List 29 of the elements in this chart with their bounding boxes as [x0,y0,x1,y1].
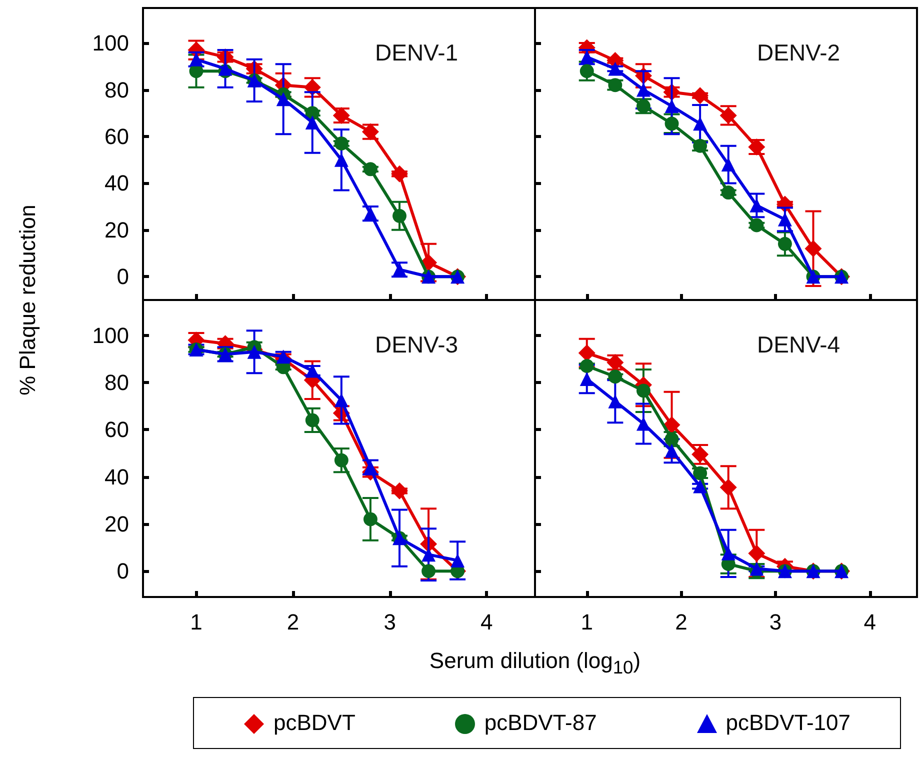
y-tick-label: 40 [104,170,129,196]
y-tick-label: 100 [92,30,129,56]
y-tick-label: 60 [104,124,129,149]
y-tick-label: 60 [104,417,129,442]
x-tick-label: 4 [864,610,876,634]
x-tick-label: 1 [580,610,593,634]
y-tick-label: 80 [104,370,129,395]
legend-label: pcBDVT [272,710,356,736]
text: DENV-2 [757,40,840,66]
y-tick-label: 40 [104,464,129,490]
y-tick-label: 0 [116,558,129,584]
y-tick-label: 80 [104,77,129,102]
x-tick-label: 3 [384,610,396,634]
y-axis-title: % Plaque reduction [15,204,41,396]
y-tick-label: 0 [116,264,129,290]
x-tick-label: 2 [675,610,688,634]
legend-label: pcBDVT-107 [724,710,850,736]
x-tick-label: 2 [286,610,300,634]
x-tick-label: 1 [190,610,202,634]
y-tick-label: 20 [104,511,129,536]
y-tick-label: 100 [92,322,129,348]
y-tick-label: 20 [104,217,129,242]
x-tick-label: 3 [769,610,782,634]
legend-label: pcBDVT-87 [483,710,597,736]
x-tick-label: 4 [480,610,493,634]
text: DENV-1 [375,40,458,66]
x-axis-title: Serum dilution (log$_{10}$) [429,648,641,678]
text: DENV-3 [375,332,458,358]
text: DENV-4 [757,332,840,358]
